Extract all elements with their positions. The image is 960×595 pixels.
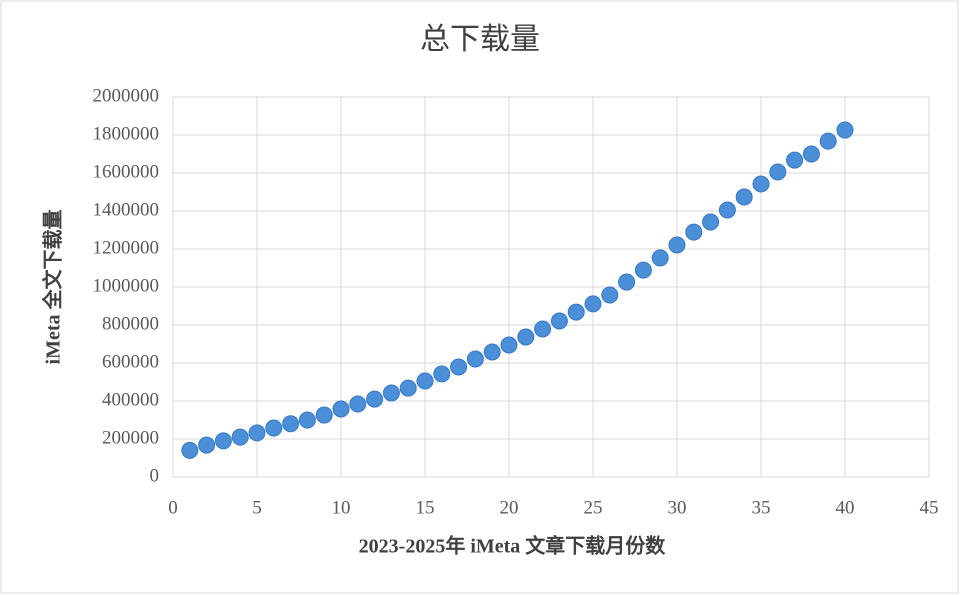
y-tick-label: 200000 xyxy=(102,427,159,448)
marker xyxy=(618,273,636,291)
y-tick-label: 400000 xyxy=(102,389,159,410)
marker xyxy=(786,151,804,169)
marker xyxy=(366,390,384,408)
marker xyxy=(433,365,451,383)
marker xyxy=(534,320,552,338)
x-axis-title: 2023-2025年 iMeta 文章下载月份数 xyxy=(359,534,667,558)
marker xyxy=(315,406,333,424)
marker xyxy=(718,201,736,219)
marker xyxy=(349,395,367,413)
marker xyxy=(231,428,249,446)
x-tick-label: 45 xyxy=(920,497,939,518)
marker xyxy=(382,384,400,402)
marker xyxy=(332,400,350,418)
x-tick-label: 10 xyxy=(332,497,351,518)
marker xyxy=(248,424,266,442)
marker xyxy=(836,121,854,139)
x-tick-label: 40 xyxy=(836,497,855,518)
x-tick-label: 0 xyxy=(168,497,178,518)
marker xyxy=(483,343,501,361)
x-tick-label: 5 xyxy=(252,497,262,518)
chart-title: 总下载量 xyxy=(420,23,540,56)
marker xyxy=(517,328,535,346)
x-tick-label: 25 xyxy=(584,497,603,518)
marker xyxy=(567,303,585,321)
y-tick-label: 1200000 xyxy=(93,237,160,258)
marker xyxy=(214,432,232,450)
marker xyxy=(685,223,703,241)
marker xyxy=(550,312,568,330)
marker xyxy=(702,213,720,231)
marker xyxy=(181,441,199,459)
y-tick-label: 1800000 xyxy=(93,123,160,144)
marker xyxy=(282,415,300,433)
y-tick-label: 800000 xyxy=(102,313,159,334)
marker xyxy=(298,411,316,429)
y-axis-title: iMeta 全文下载量 xyxy=(41,210,65,365)
y-tick-label: 1400000 xyxy=(93,199,160,220)
marker xyxy=(634,261,652,279)
marker xyxy=(584,295,602,313)
marker xyxy=(752,175,770,193)
x-tick-label: 15 xyxy=(416,497,435,518)
marker xyxy=(399,379,417,397)
marker xyxy=(500,336,518,354)
marker xyxy=(735,188,753,206)
marker xyxy=(198,436,216,454)
y-tick-label: 2000000 xyxy=(93,85,160,106)
x-tick-label: 35 xyxy=(752,497,771,518)
marker xyxy=(802,145,820,163)
x-tick-label: 20 xyxy=(500,497,519,518)
y-tick-label: 600000 xyxy=(102,351,159,372)
marker xyxy=(668,236,686,254)
marker xyxy=(651,249,669,267)
marker xyxy=(450,358,468,376)
y-tick-label: 1600000 xyxy=(93,161,160,182)
marker xyxy=(819,132,837,150)
x-tick-label: 30 xyxy=(668,497,687,518)
marker xyxy=(416,372,434,390)
marker xyxy=(769,163,787,181)
y-tick-label: 0 xyxy=(150,465,160,486)
y-tick-label: 1000000 xyxy=(93,275,160,296)
marker xyxy=(265,419,283,437)
marker xyxy=(466,350,484,368)
marker xyxy=(601,286,619,304)
